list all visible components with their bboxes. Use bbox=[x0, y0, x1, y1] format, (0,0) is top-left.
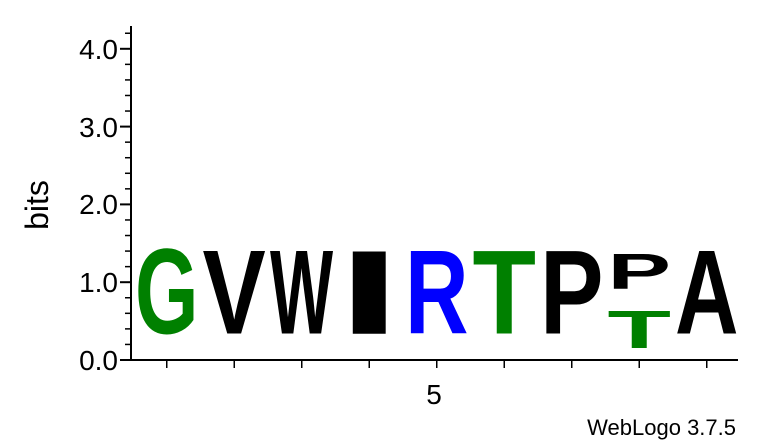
logo-letter-t: T bbox=[473, 226, 536, 359]
logo-letter-r: R bbox=[405, 227, 468, 360]
letter-stacks: G V W I R T P TP A bbox=[135, 223, 738, 360]
logo-letter-p: P bbox=[608, 244, 671, 300]
logo-letter-v: V bbox=[203, 225, 266, 359]
x-tick-label-5: 5 bbox=[426, 379, 442, 410]
y-tick-label-0: 0.0 bbox=[79, 345, 118, 376]
y-ticks bbox=[120, 32, 131, 361]
y-axis-label: bits bbox=[19, 180, 55, 230]
y-tick-label-1: 1.0 bbox=[79, 267, 118, 298]
x-ticks bbox=[166, 360, 708, 368]
x-axis: 5 bbox=[131, 359, 738, 410]
logo-letter-g: G bbox=[135, 223, 198, 359]
y-tick-labels: 0.0 1.0 2.0 3.0 4.0 bbox=[79, 34, 118, 376]
y-tick-label-4: 4.0 bbox=[79, 34, 118, 65]
weblogo-credit: WebLogo 3.7.5 bbox=[587, 415, 736, 440]
y-axis: 0.0 1.0 2.0 3.0 4.0 bits bbox=[19, 26, 132, 376]
logo-letter-a: A bbox=[675, 227, 738, 360]
logo-letter-w: W bbox=[270, 225, 334, 360]
logo-letter-i: I bbox=[338, 226, 401, 360]
logo-letter-p: P bbox=[540, 225, 603, 359]
logo-letter-t: T bbox=[608, 299, 671, 360]
y-tick-label-2: 2.0 bbox=[79, 189, 118, 220]
y-tick-label-3: 3.0 bbox=[79, 112, 118, 143]
